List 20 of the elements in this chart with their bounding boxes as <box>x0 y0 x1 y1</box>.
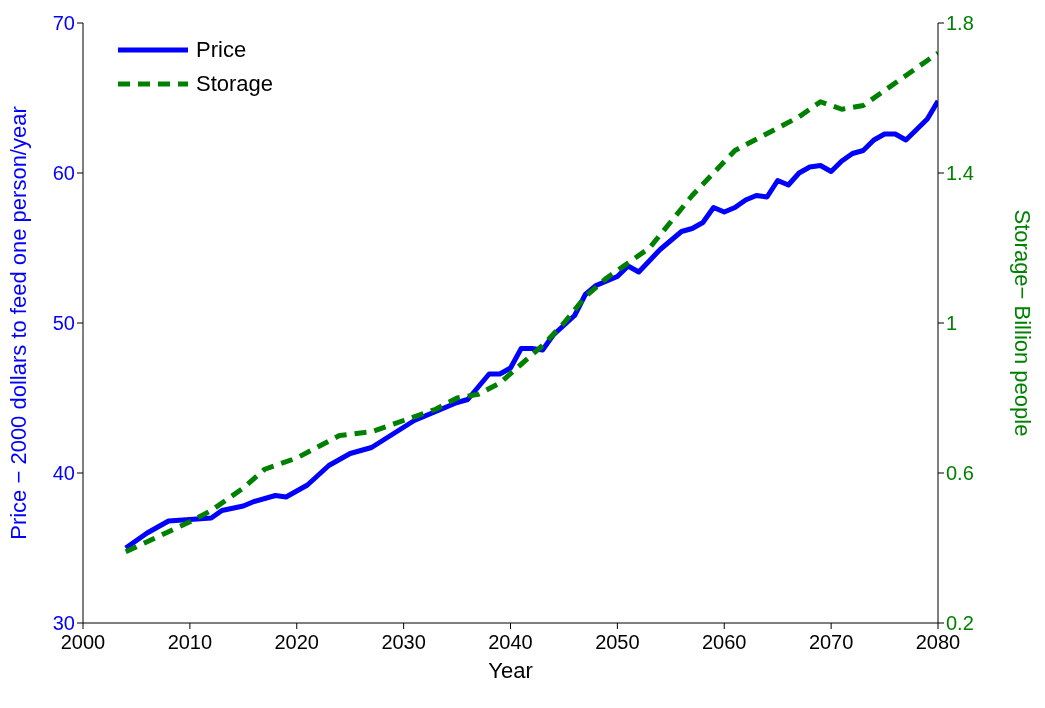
y-axis-title: Price − 2000 dollars to feed one person/year <box>5 106 31 540</box>
y2-axis-title: Storage− Billion people <box>1010 209 1036 437</box>
x-axis-title: Year <box>488 658 533 683</box>
x-tick-label: 2010 <box>167 631 213 654</box>
y2-tick-label: 1.8 <box>946 12 974 35</box>
y-tick-label: 50 <box>52 312 75 335</box>
y-tick-label: 60 <box>52 162 75 185</box>
x-tick-label: 2020 <box>274 631 319 654</box>
legend-label: Price <box>196 37 247 63</box>
x-tick-label: 2070 <box>808 631 854 654</box>
x-tick-label: 2050 <box>595 631 640 654</box>
x-tick-label: 2040 <box>488 631 533 654</box>
y2-tick-label: 1.4 <box>946 162 974 185</box>
y-tick-label: 40 <box>52 462 75 485</box>
legend-label: Storage <box>196 71 274 97</box>
x-tick-label: 2030 <box>381 631 426 654</box>
y2-tick-label: 0.6 <box>946 462 974 485</box>
y2-tick-label: 1 <box>946 312 958 335</box>
x-tick-label: 2060 <box>702 631 747 654</box>
y-tick-label: 70 <box>52 12 75 35</box>
